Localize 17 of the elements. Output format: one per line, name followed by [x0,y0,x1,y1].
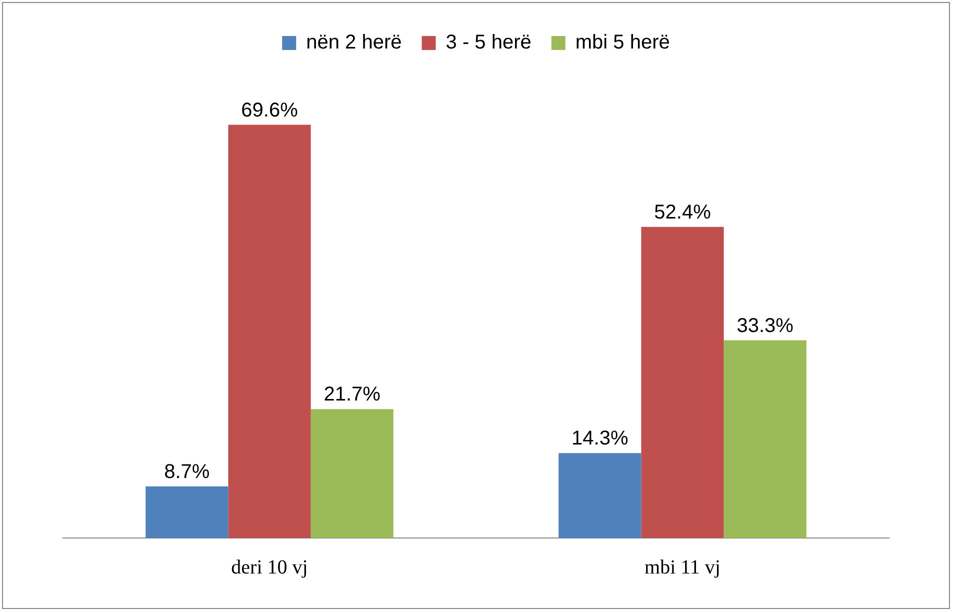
bar [641,226,724,538]
legend-label: mbi 5 herë [575,32,670,54]
x-tick-label: deri 10 vj [231,556,308,578]
data-label: 21.7% [324,384,381,406]
bar [310,409,394,538]
x-tick-label: mbi 11 vj [644,556,720,578]
bar [558,453,642,538]
data-label: 8.7% [164,460,210,483]
legend-label: nën 2 herë [306,32,402,54]
data-label: 69.6% [241,99,298,122]
bar [228,124,311,538]
data-label: 33.3% [736,314,794,337]
data-label: 52.4% [654,201,712,224]
data-label: 14.3% [572,428,628,450]
legend-label: 3 - 5 herë [446,32,532,54]
bar [724,340,806,538]
bar [146,486,228,538]
